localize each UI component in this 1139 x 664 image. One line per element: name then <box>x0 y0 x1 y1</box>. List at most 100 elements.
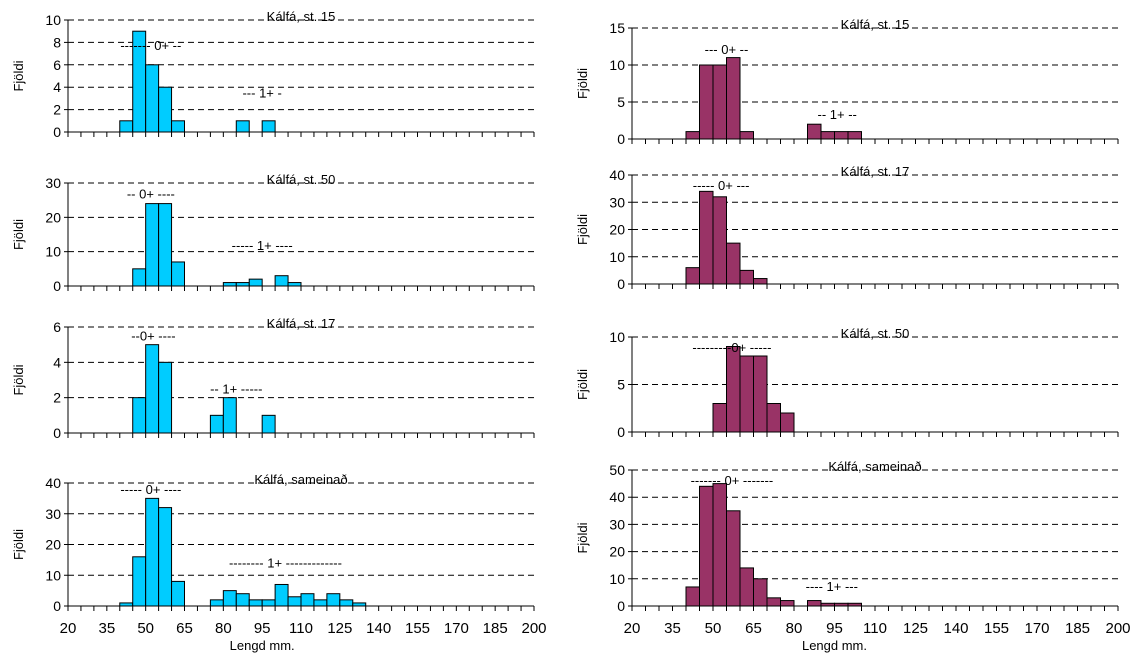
panel-title: Kálfá, st. 50 <box>267 172 336 187</box>
histogram-bar <box>235 282 250 287</box>
y-tick-label: 10 <box>45 12 61 28</box>
y-axis-label: Fjöldi <box>575 214 590 245</box>
histogram-bar <box>171 120 186 133</box>
x-tick-label: 140 <box>366 620 391 637</box>
histogram-panel-left-3: 0 2 4 6 Kálfá, st. 17 --0+ ---- -- 1+ ----- Fjö… <box>11 316 535 441</box>
age-group-annotation: -- 0+ ---- <box>127 186 175 201</box>
x-tick-label: 50 <box>705 620 722 637</box>
histogram-bar <box>132 268 147 287</box>
panel-title: Kálfá, st. 15 <box>841 17 910 32</box>
y-tick-label: 30 <box>45 506 61 522</box>
x-tick-label: 35 <box>664 620 681 637</box>
histogram-bar <box>726 57 741 140</box>
age-group-annotation: ------- 0+ ------- <box>691 473 774 488</box>
x-tick-label: 35 <box>98 620 115 637</box>
histogram-bar <box>300 593 315 607</box>
histogram-bar <box>222 397 237 434</box>
histogram-bar <box>287 596 302 607</box>
histogram-panel-left-1: 0 2 4 6 8 10 Kálfá, st. 15 ------- 0+ -- --- 1+ … <box>11 9 535 140</box>
histogram-panel-right-3: 0 5 10 Kálfá, st. 50 ---------0+ ----- Fjöldi <box>575 326 1119 440</box>
histogram-bar <box>158 203 173 287</box>
histogram-bar <box>209 414 224 434</box>
histogram-bar <box>261 414 276 434</box>
histogram-bar <box>685 267 700 285</box>
histogram-bar <box>807 123 822 140</box>
histogram-bar <box>158 507 173 607</box>
panel-title: Kálfá, st. 50 <box>841 326 910 341</box>
age-group-annotation: ---------0+ ----- <box>692 340 771 355</box>
histogram-bar <box>712 64 727 140</box>
histogram-bar <box>274 583 289 607</box>
histogram-bar <box>807 600 822 607</box>
y-axis-label: Fjöldi <box>575 369 590 400</box>
histogram-bar <box>780 412 795 433</box>
histogram-bar <box>685 131 700 140</box>
y-axis-label: Fjöldi <box>11 219 26 250</box>
histogram-bar <box>145 64 160 133</box>
x-tick-label: 20 <box>624 620 641 637</box>
histogram-bar <box>171 580 186 607</box>
y-tick-label: 10 <box>45 567 61 583</box>
panel-title: Kálfá, st. 17 <box>841 164 910 179</box>
histogram-bar <box>699 64 714 140</box>
age-group-annotation: --- 0+ -- <box>705 42 749 57</box>
y-tick-label: 0 <box>53 425 61 441</box>
panel-title: Kálfá, sameinað <box>254 472 347 487</box>
x-tick-label: 200 <box>521 620 546 637</box>
histogram-bar <box>132 397 147 434</box>
x-tick-label: 65 <box>176 620 193 637</box>
histogram-bar <box>766 597 781 607</box>
histogram-bar <box>119 120 134 133</box>
histogram-bar <box>726 346 741 433</box>
x-tick-label: 65 <box>745 620 762 637</box>
y-tick-label: 10 <box>609 249 625 265</box>
histogram-panel-left-2: 0 10 20 30 Kálfá, st. 50 -- 0+ ---- ----- 1+ -… <box>11 172 535 294</box>
y-tick-label: 0 <box>617 276 625 292</box>
y-tick-label: 15 <box>609 20 625 36</box>
y-tick-label: 0 <box>53 598 61 614</box>
age-group-annotation: ---- 1+ --- <box>806 579 858 594</box>
age-group-annotation: --- 1+ - <box>242 85 281 100</box>
age-group-annotation: -- 1+ ----- <box>210 381 262 396</box>
y-tick-label: 30 <box>45 175 61 191</box>
x-tick-label: 155 <box>984 620 1009 637</box>
x-tick-label: 170 <box>444 620 469 637</box>
y-tick-label: 10 <box>609 571 625 587</box>
x-tick-label: 95 <box>826 620 843 637</box>
histogram-bar <box>235 593 250 607</box>
age-group-annotation: ----- 0+ --- <box>693 178 750 193</box>
histogram-bar <box>739 567 754 607</box>
histogram-bar <box>753 355 768 433</box>
histogram-bar <box>145 344 160 434</box>
histogram-bar <box>780 600 795 607</box>
y-tick-label: 10 <box>609 57 625 73</box>
histogram-bar <box>145 203 160 287</box>
y-tick-label: 2 <box>53 102 61 118</box>
y-tick-label: 0 <box>617 131 625 147</box>
x-tick-label: 155 <box>405 620 430 637</box>
y-tick-label: 5 <box>617 94 625 110</box>
y-tick-label: 5 <box>617 377 625 393</box>
x-axis-label: Lengd mm. <box>802 638 867 653</box>
histogram-bar <box>171 261 186 287</box>
x-axis-label: Lengd mm. <box>230 638 295 653</box>
x-tick-label: 80 <box>786 620 803 637</box>
y-tick-label: 30 <box>609 194 625 210</box>
histogram-bar <box>158 86 173 133</box>
y-tick-label: 40 <box>609 489 625 505</box>
histogram-bar <box>739 355 754 433</box>
histogram-bar <box>235 120 250 133</box>
histogram-bar <box>326 593 341 607</box>
age-group-annotation: -- 1+ -- <box>818 107 857 122</box>
histogram-bar <box>739 131 754 140</box>
histogram-bar <box>753 278 768 285</box>
histogram-bar <box>699 485 714 607</box>
histogram-bar <box>685 586 700 607</box>
histogram-panel-right-2: 0 10 20 30 40 Kálfá, st. 17 ----- 0+ --- Fjöldi <box>575 164 1119 292</box>
age-group-annotation: --0+ ---- <box>131 328 175 343</box>
panel-title: Kálfá, sameinað <box>828 459 921 474</box>
histogram-bar <box>726 510 741 607</box>
histogram-bar <box>145 497 160 607</box>
y-tick-label: 4 <box>53 354 61 370</box>
